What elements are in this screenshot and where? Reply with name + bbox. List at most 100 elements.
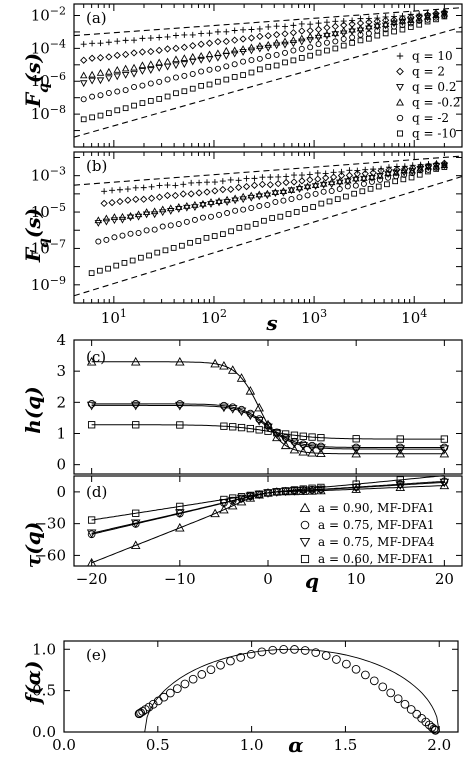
x-tick-label: 1.5: [333, 736, 357, 754]
data-point: [391, 28, 397, 35]
data-point: [231, 61, 238, 68]
data-point: [89, 40, 96, 47]
data-point: [183, 218, 190, 225]
data-point: [271, 190, 280, 198]
data-point: [256, 55, 263, 62]
data-point: [188, 52, 197, 60]
data-point: [211, 187, 219, 195]
data-point: [280, 197, 287, 204]
data-point: [175, 206, 183, 213]
data-point: [308, 433, 316, 441]
plot-frame: [73, 151, 463, 304]
data-point: [339, 30, 348, 38]
data-point: [344, 176, 352, 184]
data-point: [342, 659, 351, 669]
data-point: [299, 485, 307, 493]
data-point: [393, 694, 403, 704]
data-point: [281, 37, 289, 45]
data-point: [220, 495, 228, 504]
y-label-c: h(q): [21, 386, 45, 433]
data-point: [302, 206, 308, 212]
reference-line: [73, 155, 463, 186]
data-point: [289, 40, 298, 48]
data-point: [166, 204, 175, 212]
data-point: [382, 26, 389, 33]
data-point: [189, 31, 196, 38]
data-point: [187, 239, 193, 246]
data-point: [332, 655, 341, 664]
data-point: [376, 176, 383, 183]
data-point: [255, 490, 263, 498]
data-point: [110, 213, 119, 220]
data-point: [237, 423, 246, 432]
data-point: [401, 165, 409, 173]
data-point: [138, 707, 147, 716]
panel-b: 10−9 10−7 10−5 10−3 101 102 103 104: [31, 151, 463, 328]
data-point: [97, 112, 104, 119]
data-point: [316, 485, 326, 495]
data-point: [206, 665, 216, 675]
data-point: [214, 38, 222, 46]
data-point: [357, 31, 364, 38]
data-point: [266, 181, 274, 189]
data-point: [222, 46, 231, 54]
data-point: [256, 45, 264, 53]
svg-text:Fq(s): Fq(s): [21, 53, 52, 108]
data-point: [282, 49, 289, 56]
data-point: [135, 229, 142, 236]
data-point: [154, 249, 161, 256]
data-point: [102, 214, 111, 222]
data-point: [87, 421, 96, 429]
data-point: [240, 26, 247, 33]
y-tick-label: 10−3: [31, 164, 66, 185]
data-point: [441, 13, 448, 20]
data-point: [155, 193, 164, 201]
data-point: [139, 100, 146, 106]
data-point: [244, 223, 251, 230]
data-point: [254, 402, 264, 412]
data-point: [105, 67, 113, 75]
data-point: [314, 25, 323, 34]
data-point: [416, 171, 423, 178]
data-point: [236, 407, 247, 417]
data-point: [231, 36, 239, 44]
y-tick-label: 0.0: [32, 723, 56, 741]
data-point: [111, 234, 118, 241]
data-point: [121, 260, 128, 266]
data-point: [138, 48, 147, 56]
legend-label: a = 0.90, MF-DFA1: [318, 501, 435, 515]
data-point: [289, 29, 298, 37]
data-point: [352, 435, 360, 443]
data-point: [332, 45, 339, 52]
data-point: [298, 45, 305, 52]
data-point: [298, 38, 306, 46]
data-point: [155, 46, 163, 54]
data-point: [170, 245, 177, 251]
data-point: [293, 209, 300, 215]
data-point: [245, 411, 256, 421]
data-point: [230, 50, 239, 58]
data-point: [166, 208, 175, 215]
data-point: [219, 360, 229, 370]
data-point: [269, 215, 275, 221]
data-point: [407, 16, 415, 23]
data-point: [304, 192, 311, 199]
data-point: [429, 724, 439, 734]
data-point: [288, 195, 295, 202]
legend-label: q = -2: [412, 111, 449, 125]
data-point: [138, 254, 144, 261]
data-point: [114, 38, 121, 45]
data-point: [227, 176, 234, 183]
data-point: [351, 190, 357, 197]
svg-text:Fq(s): Fq(s): [21, 208, 52, 263]
data-point: [396, 476, 404, 484]
data-point: [396, 435, 404, 443]
data-point: [400, 699, 410, 709]
legend-label: q = -10: [412, 127, 457, 141]
data-point: [114, 107, 121, 114]
data-point: [316, 448, 326, 457]
data-point: [109, 187, 116, 194]
data-point: [211, 233, 218, 239]
x-tick-label: 101: [101, 307, 127, 328]
legend-marker: [396, 83, 404, 92]
